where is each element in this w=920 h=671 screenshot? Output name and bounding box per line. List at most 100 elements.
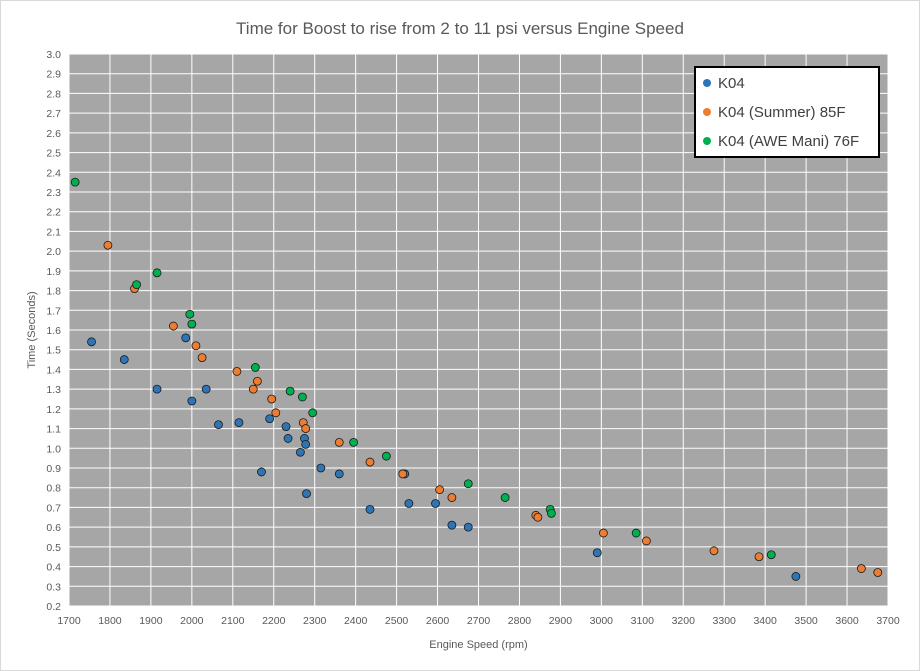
- data-point: [856, 564, 866, 573]
- data-point: [119, 355, 129, 364]
- y-tick-label: 1.5: [46, 345, 61, 357]
- x-tick-label: 1700: [57, 615, 81, 627]
- data-point: [301, 439, 311, 449]
- data-point: [70, 177, 80, 187]
- data-point: [435, 485, 444, 495]
- data-point: [316, 463, 326, 473]
- y-tick-label: 2.8: [46, 88, 61, 100]
- data-point: [191, 341, 201, 351]
- data-point: [132, 280, 141, 290]
- data-point: [334, 469, 344, 479]
- x-tick-label: 2600: [426, 615, 450, 627]
- x-tick-label: 2100: [221, 615, 245, 627]
- legend-marker-k04: [703, 79, 711, 87]
- x-tick-label: 1800: [98, 615, 122, 627]
- y-tick-label: 0.6: [46, 522, 61, 534]
- data-point: [598, 528, 608, 538]
- data-point: [232, 366, 242, 376]
- x-tick-label: 2500: [385, 615, 409, 627]
- data-point: [87, 337, 96, 347]
- x-tick-label: 2300: [303, 615, 327, 627]
- data-point: [365, 457, 375, 467]
- y-tick-label: 2.2: [46, 207, 61, 219]
- data-point: [285, 386, 295, 396]
- data-point: [381, 451, 391, 461]
- data-point: [152, 268, 162, 278]
- data-point: [152, 384, 162, 394]
- data-point: [500, 493, 510, 502]
- y-tick-label: 0.7: [46, 502, 61, 514]
- data-point: [349, 437, 359, 447]
- y-tick-label: 1.1: [46, 424, 61, 436]
- x-tick-label: 3000: [590, 615, 614, 627]
- y-tick-label: 2.1: [46, 226, 61, 238]
- data-point: [271, 408, 281, 418]
- data-point: [267, 394, 277, 404]
- data-point: [295, 447, 305, 457]
- data-point: [631, 528, 641, 538]
- data-point: [248, 384, 258, 394]
- x-axis-label: Engine Speed (rpm): [429, 639, 527, 651]
- y-tick-label: 2.4: [46, 167, 61, 179]
- data-point: [334, 437, 344, 447]
- y-tick-label: 1.6: [46, 325, 61, 337]
- data-point: [791, 572, 801, 581]
- y-tick-label: 0.5: [46, 542, 61, 554]
- data-point: [533, 512, 543, 522]
- data-point: [250, 363, 260, 372]
- x-tick-label: 2000: [180, 615, 204, 627]
- series-group: [103, 240, 883, 577]
- x-tick-label: 3700: [876, 615, 900, 627]
- data-point: [754, 552, 764, 562]
- data-point: [447, 520, 457, 530]
- data-point: [181, 333, 191, 343]
- data-point: [592, 548, 602, 558]
- x-tick-label: 2900: [549, 615, 573, 627]
- legend-label-k04: K04: [718, 75, 745, 92]
- x-axis-ticks: 1700 1800 1900 2000 2100 2200 2300 2400 2500 2600…: [57, 615, 900, 627]
- x-tick-label: 3300: [713, 615, 737, 627]
- x-tick-label: 3200: [672, 615, 696, 627]
- y-tick-label: 0.2: [46, 601, 61, 613]
- data-point: [234, 418, 244, 428]
- x-tick-label: 1900: [139, 615, 163, 627]
- y-tick-label: 2.5: [46, 148, 61, 160]
- data-point: [404, 499, 414, 508]
- data-point: [283, 434, 293, 443]
- y-tick-label: 2.7: [46, 108, 61, 120]
- legend-marker-k04-awe-mani: [703, 137, 711, 145]
- legend-label-k04-awe-mani: K04 (AWE Mani) 76F: [718, 133, 859, 150]
- y-tick-label: 0.3: [46, 581, 61, 593]
- gridlines: [68, 53, 889, 607]
- x-tick-label: 2700: [467, 615, 491, 627]
- y-axis-label: Time (Seconds): [26, 291, 38, 368]
- x-tick-label: 3400: [753, 615, 777, 627]
- y-axis-ticks: 0.2 0.3 0.4 0.5 0.6 0.7 0.8 0.9 1.0 1.1 1.2 1.3 1.4 1…: [46, 49, 61, 613]
- x-tick-label: 3600: [835, 615, 859, 627]
- x-tick-label: 2400: [344, 615, 368, 627]
- data-point: [103, 240, 113, 250]
- legend-box: [694, 66, 880, 158]
- data-point: [201, 384, 211, 394]
- data-point: [398, 469, 408, 479]
- y-tick-label: 0.8: [46, 483, 61, 495]
- y-tick-label: 2.0: [46, 246, 61, 258]
- y-tick-label: 1.9: [46, 266, 61, 278]
- data-point: [308, 408, 318, 418]
- x-tick-label: 2800: [508, 615, 532, 627]
- y-tick-label: 1.8: [46, 286, 61, 298]
- data-point: [546, 508, 556, 518]
- data-point: [302, 489, 311, 499]
- data-point: [873, 568, 883, 577]
- data-point: [365, 504, 375, 514]
- data-point: [709, 546, 719, 556]
- data-point: [463, 479, 473, 489]
- data-point: [169, 321, 178, 331]
- data-point: [766, 550, 776, 560]
- data-points: [70, 177, 883, 581]
- y-tick-label: 2.3: [46, 187, 61, 199]
- series-group: [87, 333, 801, 581]
- y-tick-label: 1.0: [46, 443, 61, 455]
